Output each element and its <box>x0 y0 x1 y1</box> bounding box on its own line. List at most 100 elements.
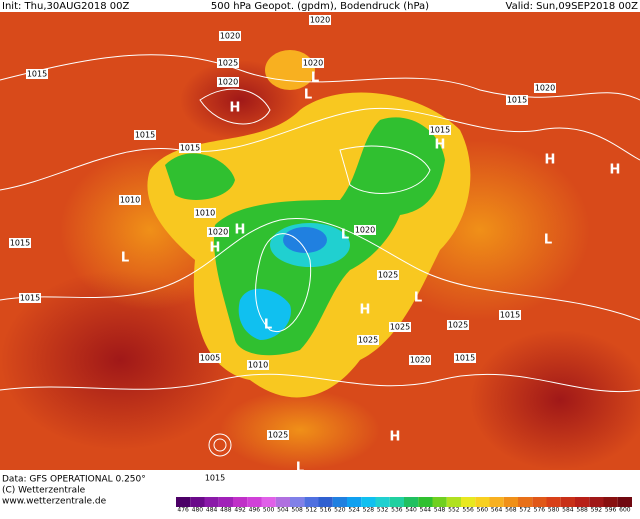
colorbar-label: 500 <box>263 507 275 514</box>
colorbar-label: 560 <box>477 507 489 514</box>
pressure-center: L <box>304 88 312 103</box>
data-source: Data: GFS OPERATIONAL 0.250° <box>2 475 146 485</box>
colorbar-swatch <box>575 497 590 507</box>
isobar-label-bg <box>134 130 156 140</box>
colorbar-swatch <box>247 497 262 507</box>
colorbar-swatch <box>204 497 219 507</box>
isobar-label-bg <box>217 77 239 87</box>
warm-area <box>470 330 640 470</box>
colorbar-label: 484 <box>206 507 218 514</box>
warm-area <box>0 270 240 450</box>
isobar-label-bg <box>447 320 469 330</box>
isobar-label-bg <box>217 58 239 68</box>
isobar-label-bg <box>204 473 226 483</box>
isobar-label-bg <box>534 83 556 93</box>
colorbar-swatch <box>290 497 305 507</box>
colorbar-label: 496 <box>249 507 261 514</box>
colorbar-label: 600 <box>619 507 631 514</box>
cyan-area <box>238 288 291 340</box>
isobar-label: 1005 <box>200 354 220 363</box>
isobar-label-bg <box>302 58 324 68</box>
green-area <box>165 153 235 200</box>
isobar-label-bg <box>194 208 216 218</box>
colorbar-swatch <box>190 497 205 507</box>
colorbar-swatch <box>404 497 419 507</box>
colorbar-swatch <box>318 497 333 507</box>
colorbar-swatch <box>332 497 347 507</box>
isobar-label: 1015 <box>507 96 527 105</box>
init-time: Init: Thu,30AUG2018 00Z <box>2 1 129 12</box>
isobar-label: 1015 <box>20 294 40 303</box>
colorbar-label: 584 <box>562 507 574 514</box>
isobar-label: 1020 <box>410 356 430 365</box>
isobar-label-bg <box>207 227 229 237</box>
valid-time: Valid: Sun,09SEP2018 00Z <box>506 1 639 12</box>
colorbar-swatch <box>233 497 248 507</box>
pressure-center: H <box>235 223 246 238</box>
isobar-label: 1025 <box>448 321 468 330</box>
colorbar-label: 508 <box>291 507 303 514</box>
colorbar-label: 564 <box>491 507 503 514</box>
colorbar-swatch <box>432 497 447 507</box>
isobar-label-bg <box>389 322 411 332</box>
pressure-center: H <box>435 138 446 153</box>
colorbar-swatch <box>446 497 461 507</box>
isobar-label-bg <box>19 293 41 303</box>
colorbar-label: 516 <box>320 507 332 514</box>
colorbar-swatch <box>603 497 618 507</box>
colorbar-label: 592 <box>591 507 603 514</box>
colorbar-swatch <box>503 497 518 507</box>
isobar-label: 1010 <box>248 361 268 370</box>
colorbar-swatch <box>261 497 276 507</box>
isobar-label: 1015 <box>10 239 30 248</box>
isobar-label: 1020 <box>218 78 238 87</box>
isobar-label-bg <box>119 195 141 205</box>
isobar-label: 1015 <box>205 474 225 483</box>
isobar-label-bg <box>429 125 451 135</box>
colorbar-label: 480 <box>192 507 204 514</box>
blue-area <box>283 227 327 253</box>
map-title: 500 hPa Geopot. (gpdm), Bodendruck (hPa) <box>211 1 429 12</box>
isobar-label: 1020 <box>208 228 228 237</box>
isobar-label-bg <box>506 95 528 105</box>
pressure-center: L <box>414 291 422 306</box>
isobar-label-bg <box>357 335 379 345</box>
colorbar-label: 536 <box>391 507 403 514</box>
isobar-label-bg <box>409 355 431 365</box>
pressure-center: L <box>544 233 552 248</box>
isobar-label: 1025 <box>218 59 238 68</box>
isobar-label: 1020 <box>355 226 375 235</box>
colorbar-swatch <box>218 497 233 507</box>
colorbar-swatch <box>304 497 319 507</box>
colorbar-swatch <box>546 497 561 507</box>
colorbar-label: 524 <box>348 507 360 514</box>
pressure-center: L <box>341 228 349 243</box>
pressure-center: L <box>311 71 319 86</box>
colorbar-label: 568 <box>505 507 517 514</box>
pressure-center: H <box>210 241 221 256</box>
colorbar-label: 588 <box>576 507 588 514</box>
colorbar-swatch <box>589 497 604 507</box>
isobar-label: 1020 <box>535 84 555 93</box>
pressure-center: H <box>230 101 241 116</box>
isobar-label-bg <box>499 310 521 320</box>
colorbar-swatch <box>560 497 575 507</box>
colorbar-label: 520 <box>334 507 346 514</box>
isobar-label-bg <box>267 430 289 440</box>
colorbar-swatch <box>176 497 191 507</box>
colorbar-swatch <box>389 497 404 507</box>
colorbar-swatch <box>347 497 362 507</box>
colorbar-swatch <box>418 497 433 507</box>
isobar-label-bg <box>26 69 48 79</box>
isobar-label-bg <box>377 270 399 280</box>
pressure-center: L <box>264 318 272 333</box>
colorbar-label: 556 <box>462 507 474 514</box>
isobar-label: 1020 <box>310 16 330 25</box>
colorbar-label: 572 <box>519 507 531 514</box>
colorbar-label: 580 <box>548 507 560 514</box>
isobar-label: 1015 <box>135 131 155 140</box>
colorbar-swatch <box>518 497 533 507</box>
colorbar-swatch <box>475 497 490 507</box>
mild-area <box>220 390 380 470</box>
